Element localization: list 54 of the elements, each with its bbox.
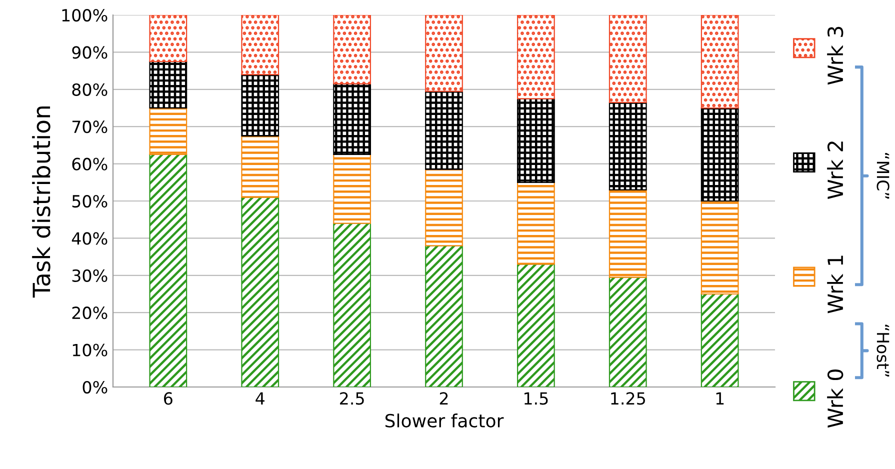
bar	[700, 107, 739, 202]
y-tick-label: 40%	[72, 232, 108, 245]
x-tick-label: 1.5	[524, 392, 548, 405]
bar	[517, 264, 555, 387]
text: “MIC”	[876, 153, 890, 199]
bar	[517, 98, 555, 183]
bar	[149, 154, 188, 387]
text: “Host”	[876, 324, 890, 377]
bar	[425, 245, 463, 387]
bar	[149, 107, 188, 156]
bar	[608, 276, 647, 387]
bar	[425, 15, 463, 92]
legend-label: Wrk 3	[827, 26, 844, 85]
bar	[700, 293, 739, 387]
x-tick-label: 1.25	[611, 392, 645, 405]
bar	[517, 15, 555, 100]
x-tick-label: 6	[164, 392, 172, 405]
bar	[700, 200, 739, 295]
bar	[333, 83, 371, 156]
bar	[700, 15, 739, 109]
bar	[425, 168, 463, 246]
y-tick-label: 60%	[72, 158, 108, 170]
y-axis-title: Task distribution	[32, 106, 50, 298]
x-tick-label: 2	[440, 392, 448, 405]
legend-label: Wrk 0	[827, 370, 844, 428]
bar	[517, 182, 555, 265]
bar	[608, 189, 647, 278]
bar	[241, 135, 280, 198]
y-tick-label: 80%	[72, 83, 108, 96]
x-tick-label: 1	[716, 392, 724, 405]
bar	[149, 60, 188, 109]
x-tick-label: 4	[256, 392, 264, 405]
legend-label: Wrk 2	[827, 142, 843, 199]
y-tick-label: 100%	[62, 8, 108, 22]
bar	[608, 15, 647, 103]
bar	[333, 15, 371, 84]
bar	[333, 222, 371, 387]
y-tick-label: 0%	[82, 380, 108, 394]
y-tick-label: 20%	[72, 306, 108, 320]
bar	[241, 74, 280, 136]
x-axis-title: Slower factor	[385, 414, 504, 428]
x-tick-label: 2.5	[340, 392, 364, 405]
y-tick-label: 90%	[72, 46, 108, 59]
bar	[241, 196, 280, 387]
bar	[333, 154, 371, 224]
y-tick-label: 50%	[72, 194, 108, 208]
y-tick-label: 10%	[72, 344, 108, 356]
y-tick-label: 30%	[72, 269, 108, 282]
y-tick-label: 70%	[72, 120, 108, 134]
bar	[425, 90, 463, 170]
bar	[608, 102, 647, 190]
legend-label: Wrk 1	[827, 256, 843, 314]
bar	[149, 15, 188, 62]
bar	[241, 15, 280, 76]
